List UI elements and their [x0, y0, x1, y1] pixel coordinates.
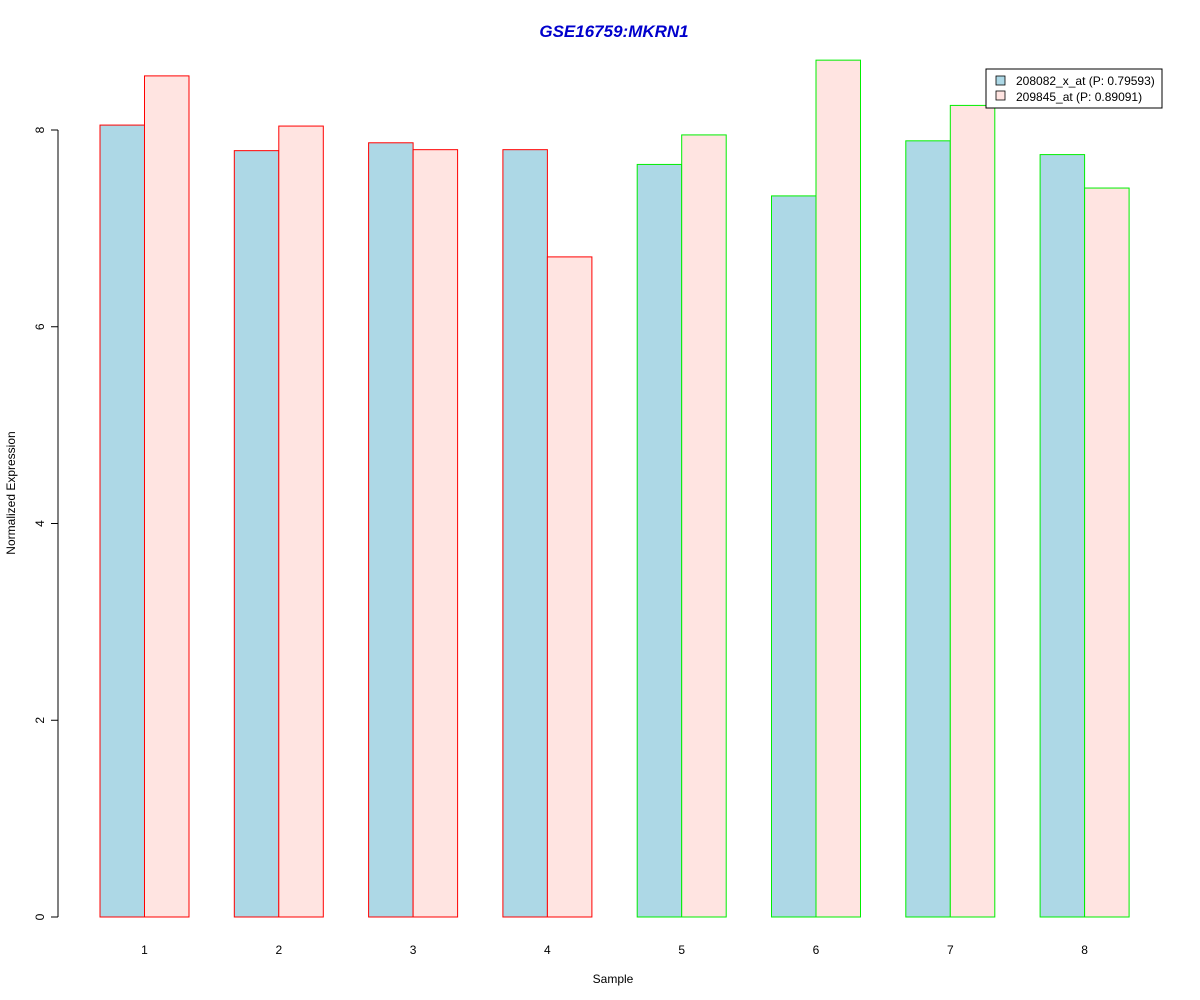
x-axis-title: Sample	[593, 972, 634, 986]
bar-sample-6-series-1	[771, 195, 817, 918]
legend-label-series-1: 208082_x_at (P: 0.79593)	[1016, 74, 1155, 88]
bar-sample-7-series-2	[949, 104, 996, 918]
chart-title: GSE16759:MKRN1	[539, 22, 688, 41]
bar-sample-8-series-1	[1039, 154, 1086, 918]
x-tick-label: 2	[275, 943, 282, 957]
bar-sample-7-series-1	[905, 140, 951, 918]
bar-sample-4-series-2	[546, 256, 593, 918]
bar-sample-5-series-2	[681, 134, 727, 918]
legend-swatch-series-1	[995, 75, 1006, 86]
bar-sample-3-series-1	[368, 142, 414, 918]
x-tick-label: 6	[813, 943, 820, 957]
bar-sample-2-series-2	[278, 125, 324, 918]
y-tick-label: 8	[33, 126, 47, 133]
legend-swatch-series-2	[995, 90, 1006, 101]
x-tick-label: 1	[141, 943, 148, 957]
x-tick-label: 4	[544, 943, 551, 957]
bar-sample-3-series-2	[412, 149, 459, 918]
bar-sample-6-series-2	[815, 59, 861, 918]
legend-label-series-2: 209845_at (P: 0.89091)	[1016, 90, 1142, 104]
bar-sample-1-series-2	[144, 75, 190, 918]
bar-sample-4-series-1	[502, 149, 548, 918]
x-tick-labels: 1 2 3 4 5 6 7 8	[141, 943, 1088, 957]
x-tick-label: 5	[678, 943, 685, 957]
bar-sample-5-series-1	[636, 163, 683, 918]
bar-sample-8-series-2	[1084, 187, 1130, 918]
y-tick-label: 4	[33, 520, 47, 527]
legend-box	[985, 68, 1163, 109]
y-tick-label: 2	[33, 717, 47, 724]
y-tick-label: 0	[33, 913, 47, 920]
y-axis: 0 2 4 6 8	[33, 126, 59, 920]
bar-sample-2-series-1	[233, 150, 280, 918]
x-tick-label: 3	[410, 943, 417, 957]
bars-group	[99, 59, 1130, 918]
x-tick-label: 8	[1081, 943, 1088, 957]
y-axis-title: Normalized Expression	[4, 431, 18, 554]
y-tick-label: 6	[33, 323, 47, 330]
bar-sample-1-series-1	[99, 124, 145, 918]
x-tick-label: 7	[947, 943, 954, 957]
legend: 208082_x_at (P: 0.79593) 209845_at (P: 0…	[985, 68, 1163, 109]
